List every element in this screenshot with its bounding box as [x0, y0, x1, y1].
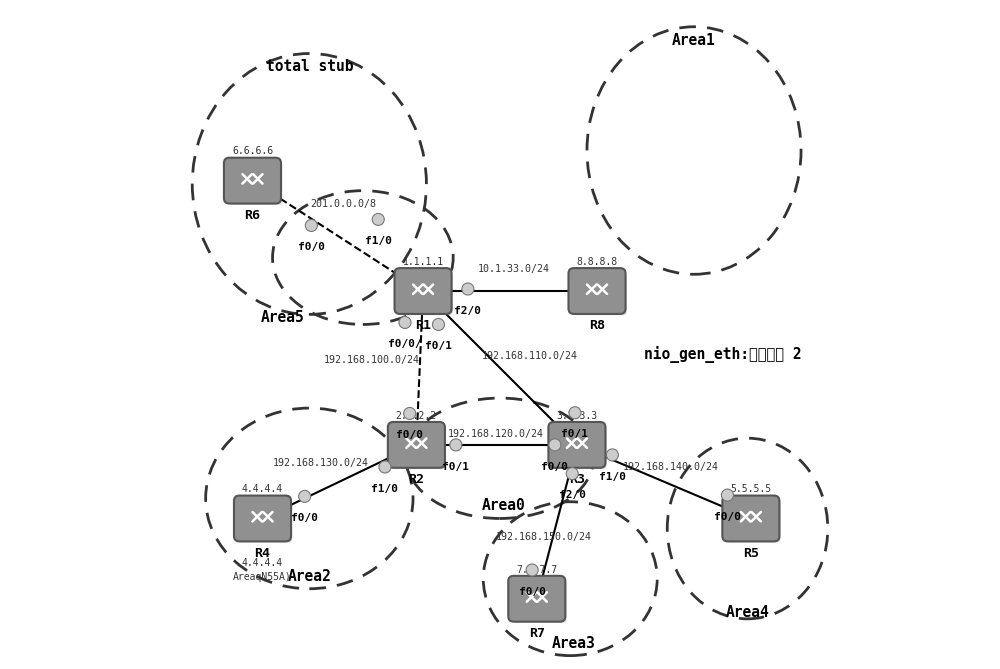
Text: AreaqN55A): AreaqN55A)	[233, 572, 292, 581]
FancyBboxPatch shape	[552, 426, 607, 469]
Text: 1.1.1.1: 1.1.1.1	[403, 257, 444, 267]
Text: Area1: Area1	[672, 33, 716, 47]
Text: 192.168.140.0/24: 192.168.140.0/24	[623, 462, 719, 472]
FancyBboxPatch shape	[508, 576, 565, 622]
Text: Area5: Area5	[261, 310, 304, 325]
Text: f0/0: f0/0	[714, 512, 741, 522]
Circle shape	[432, 318, 444, 330]
Circle shape	[450, 439, 462, 451]
Circle shape	[372, 213, 384, 225]
Circle shape	[379, 461, 391, 473]
FancyBboxPatch shape	[392, 426, 446, 469]
Circle shape	[566, 468, 578, 480]
Text: R1: R1	[415, 319, 431, 332]
Text: Area4: Area4	[726, 605, 769, 619]
Text: R7: R7	[529, 627, 545, 640]
Text: f0/0: f0/0	[291, 513, 318, 523]
Text: f0/1: f0/1	[442, 462, 469, 472]
Circle shape	[606, 449, 618, 461]
Text: f0/0: f0/0	[298, 242, 325, 252]
Text: R6: R6	[244, 209, 260, 222]
FancyBboxPatch shape	[726, 500, 781, 543]
Circle shape	[569, 407, 581, 419]
Circle shape	[462, 283, 474, 295]
Text: 4.4.4.4: 4.4.4.4	[242, 484, 283, 494]
FancyBboxPatch shape	[395, 268, 452, 314]
Text: 5.5.5.5: 5.5.5.5	[730, 484, 771, 494]
Circle shape	[549, 439, 561, 451]
Text: R2: R2	[408, 473, 424, 486]
Text: f0/0: f0/0	[396, 430, 423, 440]
Text: Area2: Area2	[287, 569, 331, 584]
Text: Area0: Area0	[481, 498, 525, 512]
Circle shape	[299, 490, 311, 502]
Text: 192.168.100.0/24: 192.168.100.0/24	[324, 355, 420, 365]
Circle shape	[399, 316, 411, 328]
Text: 10.1.33.0/24: 10.1.33.0/24	[477, 264, 549, 274]
Text: 7.7.7.7: 7.7.7.7	[516, 565, 557, 575]
Text: f2/0: f2/0	[454, 306, 481, 316]
FancyBboxPatch shape	[388, 422, 445, 468]
Text: R4: R4	[255, 547, 271, 560]
Text: nio_gen_eth:本地连接 2: nio_gen_eth:本地连接 2	[644, 346, 801, 363]
Text: 8.8.8.8: 8.8.8.8	[576, 257, 618, 267]
FancyBboxPatch shape	[238, 500, 292, 543]
FancyBboxPatch shape	[568, 268, 626, 314]
Text: 192.168.120.0/24: 192.168.120.0/24	[448, 429, 544, 438]
Text: R8: R8	[589, 319, 605, 332]
FancyBboxPatch shape	[224, 158, 281, 203]
Text: 192.168.130.0/24: 192.168.130.0/24	[273, 458, 369, 468]
Text: f2/0: f2/0	[559, 490, 586, 500]
Text: f0/0/: f0/0/	[388, 339, 422, 349]
Text: f1/0: f1/0	[599, 472, 626, 482]
FancyBboxPatch shape	[572, 272, 627, 315]
FancyBboxPatch shape	[722, 496, 779, 541]
Circle shape	[721, 489, 733, 501]
Text: f0/0: f0/0	[519, 587, 546, 597]
Text: 4.4.4.4: 4.4.4.4	[242, 559, 283, 568]
FancyBboxPatch shape	[512, 580, 567, 623]
Circle shape	[404, 407, 416, 419]
Text: total stub: total stub	[266, 60, 353, 74]
Text: f1/0: f1/0	[365, 236, 392, 246]
Text: 3.3.3.3: 3.3.3.3	[556, 411, 597, 421]
Text: f0/1: f0/1	[425, 341, 452, 351]
Text: Area3: Area3	[552, 636, 595, 651]
Text: R3: R3	[569, 473, 585, 486]
Text: f1/0: f1/0	[371, 484, 398, 494]
FancyBboxPatch shape	[234, 496, 291, 541]
FancyBboxPatch shape	[399, 272, 453, 315]
Circle shape	[305, 219, 317, 231]
Text: 6.6.6.6: 6.6.6.6	[232, 147, 273, 157]
Text: f0/1: f0/1	[561, 429, 588, 440]
Text: R5: R5	[743, 547, 759, 560]
Circle shape	[526, 564, 538, 576]
Text: 201.0.0.0/8: 201.0.0.0/8	[310, 199, 376, 209]
FancyBboxPatch shape	[548, 422, 605, 468]
Text: 192.168.110.0/24: 192.168.110.0/24	[482, 351, 578, 361]
Text: 192.168.150.0/24: 192.168.150.0/24	[495, 532, 591, 541]
Text: 2.2.2.2: 2.2.2.2	[396, 411, 437, 421]
Text: f0/0: f0/0	[541, 462, 568, 472]
FancyBboxPatch shape	[228, 162, 282, 205]
